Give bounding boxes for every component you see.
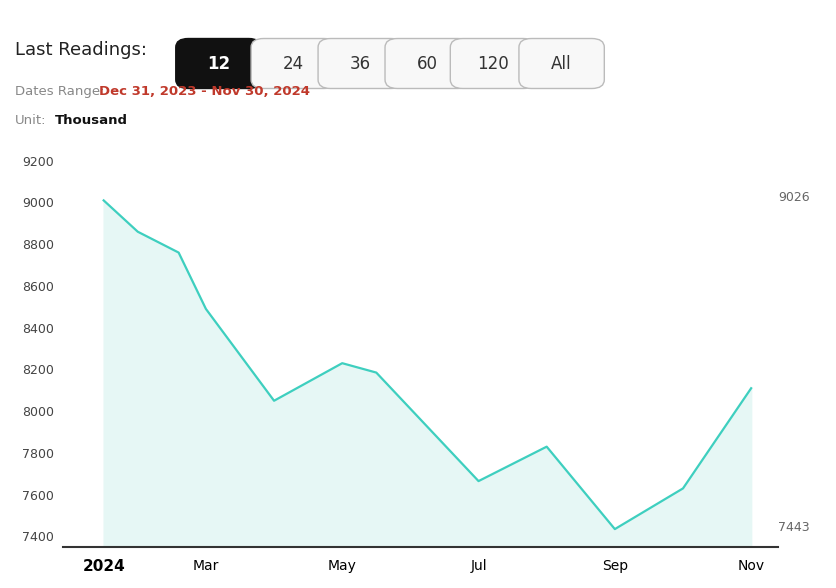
- Text: Last Readings:: Last Readings:: [15, 41, 147, 59]
- Text: Thousand: Thousand: [55, 114, 128, 127]
- Text: 36: 36: [349, 55, 371, 72]
- Text: Dates Range:: Dates Range:: [15, 85, 104, 98]
- Text: 120: 120: [477, 55, 508, 72]
- Text: 60: 60: [416, 55, 438, 72]
- Text: 24: 24: [283, 55, 304, 72]
- Text: Unit:: Unit:: [15, 114, 47, 127]
- Text: 12: 12: [206, 55, 230, 72]
- Text: All: All: [551, 55, 571, 72]
- Text: 7443: 7443: [777, 521, 809, 534]
- Text: Dec 31, 2023 - Nov 30, 2024: Dec 31, 2023 - Nov 30, 2024: [99, 85, 309, 98]
- Text: 9026: 9026: [777, 191, 809, 203]
